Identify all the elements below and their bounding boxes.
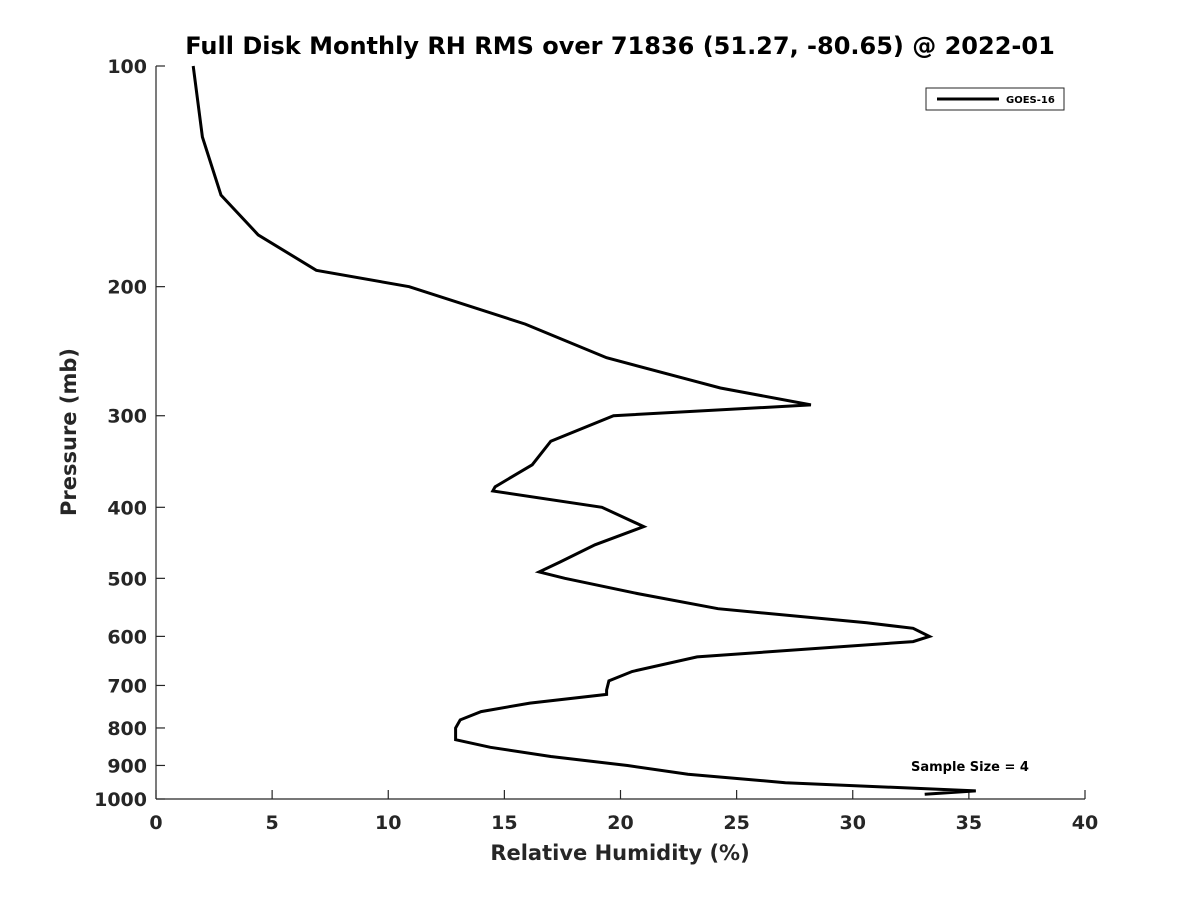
legend-label-goes-16: GOES-16	[1006, 95, 1055, 106]
y-tick-label: 100	[107, 56, 147, 78]
x-tick-label: 20	[607, 812, 633, 834]
chart-title: Full Disk Monthly RH RMS over 71836 (51.…	[185, 32, 1055, 60]
y-tick-label: 800	[107, 718, 147, 740]
y-tick-label: 900	[107, 755, 147, 777]
y-tick-label: 700	[107, 675, 147, 697]
series-points	[193, 65, 976, 795]
sample-size-annotation: Sample Size = 4	[911, 760, 1029, 775]
x-ticks: 0 5 10 15 20 25 30 35 40	[149, 790, 1098, 834]
x-tick-label: 0	[149, 812, 162, 834]
legend: GOES-16	[925, 87, 1065, 111]
x-tick-label: 5	[266, 812, 279, 834]
x-tick-label: 30	[840, 812, 866, 834]
x-tick-label: 40	[1072, 812, 1098, 834]
x-tick-label: 10	[375, 812, 401, 834]
y-tick-label: 1000	[94, 789, 147, 811]
y-tick-label: 300	[107, 406, 147, 428]
x-tick-label: 25	[723, 812, 749, 834]
y-tick-label: 200	[107, 277, 147, 299]
y-tick-label: 400	[107, 497, 147, 519]
x-axis-label: Relative Humidity (%)	[490, 841, 749, 865]
y-axis-label: Pressure (mb)	[57, 348, 81, 516]
x-tick-label: 15	[491, 812, 517, 834]
y-ticks: 100 200 300 400 500 600 700 800 900 1000	[94, 56, 165, 811]
series-line-goes-16	[191, 65, 976, 796]
x-tick-label: 35	[956, 812, 982, 834]
y-tick-label: 500	[107, 568, 147, 590]
y-tick-label: 600	[107, 626, 147, 648]
